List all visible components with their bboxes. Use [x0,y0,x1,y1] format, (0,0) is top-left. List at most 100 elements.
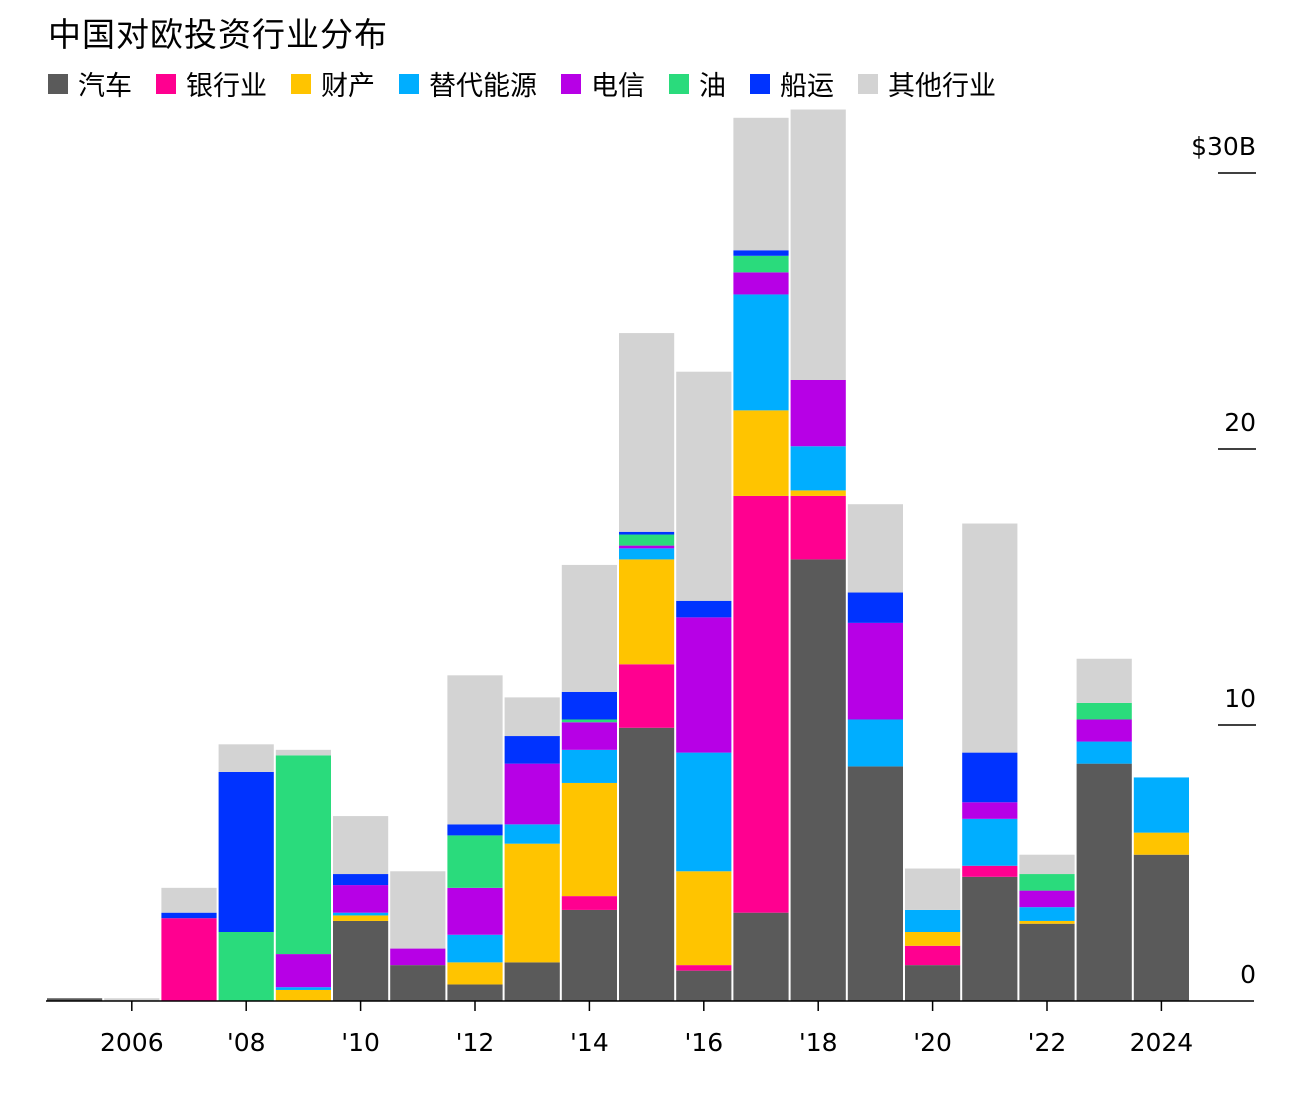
bar-segment [504,697,560,737]
y-tick-label: 10 [1224,684,1256,713]
bar-segment [1133,854,1189,1001]
bar-segment [447,835,503,888]
legend-item: 电信 [561,64,645,103]
bar-segment [676,600,732,618]
bar-segment [333,874,389,886]
legend-label: 银行业 [186,71,267,102]
chart-title: 中国对欧投资行业分布 [48,15,388,54]
bar-segment [333,915,389,921]
bar-segment [619,548,675,560]
bar-segment [561,691,617,720]
legend-item: 汽车 [48,64,132,103]
bar-segment [790,109,846,381]
bar-segment [1019,890,1075,908]
x-tick-label: '14 [570,1028,609,1057]
bar-segment [619,664,675,728]
bar-segment [275,954,331,988]
bars [47,109,1189,1001]
bar-segment [905,909,961,932]
bar-segment [790,559,846,1001]
bar-segment [619,559,675,665]
bar-segment [733,255,789,273]
legend-item: 油 [669,64,726,103]
legend-swatch [399,73,419,94]
bar-segment [790,446,846,491]
bar-segment [905,868,961,910]
bar-segment [619,727,675,1001]
bar-segment [161,887,217,913]
bar-segment [390,965,446,1001]
bar-segment [218,932,274,1001]
bar-segment [733,294,789,411]
x-tick-label: '10 [341,1028,380,1057]
bar-segment [447,824,503,836]
bar-segment [790,490,846,496]
legend-swatch [156,73,176,94]
bar-segment [847,766,903,1001]
bar-segment [561,909,617,1001]
x-tick-label: '12 [456,1028,495,1057]
bar-segment [905,945,961,966]
bar-segment [847,504,903,593]
x-tick-label: 2024 [1130,1028,1194,1057]
bar-segment [905,965,961,1001]
bar-segment [962,752,1018,803]
legend-swatch [669,73,689,94]
bar-segment [1076,763,1132,1001]
x-tick-label: '18 [799,1028,838,1057]
bar-segment [1076,741,1132,764]
bar-segment [447,675,503,825]
bar-segment [447,962,503,985]
bar-segment [504,824,560,844]
bar-segment [619,333,675,532]
legend-swatch [858,73,878,94]
legend-swatch [750,73,770,94]
legend-item: 替代能源 [399,64,537,103]
bar-segment [561,896,617,910]
bar-segment [218,771,274,932]
bar-segment [104,998,160,1001]
bar-segment [561,564,617,692]
bar-segment [218,744,274,772]
bar-segment [447,887,503,935]
legend-label: 汽车 [78,71,132,102]
bar-segment [47,998,103,1001]
bar-segment [561,722,617,750]
bar-segment [561,782,617,897]
bar-segment [962,802,1018,819]
y-tick-label: 20 [1224,408,1256,437]
legend-label: 其他行业 [888,71,996,102]
bar-segment [390,948,446,966]
bar-segment [847,622,903,720]
bar-segment [1019,874,1075,891]
bar-segment [676,617,732,753]
bar-segment [733,410,789,496]
legend-swatch [291,73,311,94]
y-tick-label: $30B [1191,132,1256,161]
bar-segment [504,962,560,1001]
bar-segment [333,912,389,916]
bar-segment [275,989,331,1001]
bar-segment [733,272,789,295]
bar-segment [1133,777,1189,833]
y-tick-label: 0 [1240,960,1256,989]
bar-segment [962,876,1018,1001]
bar-segment [1019,854,1075,875]
bar-segment [1019,920,1075,924]
bar-segment [447,984,503,1001]
bar-segment [790,495,846,560]
legend-item: 船运 [750,64,834,103]
bar-segment [962,523,1018,753]
bar-segment [447,934,503,963]
bar-segment [161,912,217,919]
legend-item: 其他行业 [858,64,996,103]
bar-segment [1133,832,1189,855]
legend-label: 油 [699,71,726,102]
x-tick-label: '22 [1028,1028,1067,1057]
bar-segment [333,816,389,875]
bar-segment [561,719,617,723]
x-tick-label: '08 [227,1028,266,1057]
legend-label: 船运 [780,71,834,102]
bar-segment [619,531,675,535]
legend-label: 替代能源 [429,71,537,102]
